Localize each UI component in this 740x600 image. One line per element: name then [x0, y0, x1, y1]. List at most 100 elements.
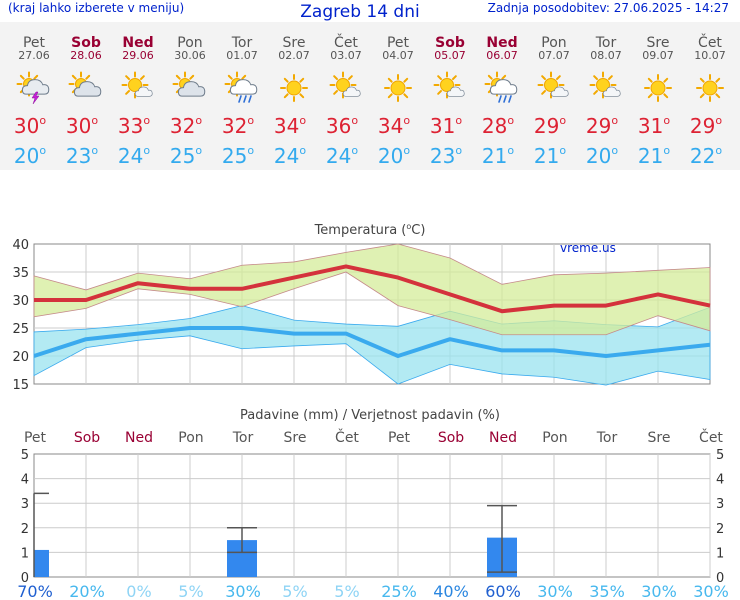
y-tick-label: 25	[12, 322, 29, 337]
day-date: 08.07	[590, 49, 622, 62]
min-temperature: 23o	[430, 144, 462, 168]
precipitation-day-name: Ned	[489, 430, 517, 446]
precipitation-chart: Padavine (mm) / Verjetnost padavin (%) P…	[17, 408, 729, 600]
min-temperature-line	[33, 326, 711, 358]
day-date: 06.07	[486, 49, 518, 62]
precipitation-day-name: Pet	[388, 430, 411, 446]
rain-probability: 25%	[381, 582, 417, 600]
location-hint[interactable]: (kraj lahko izberete v meniju)	[8, 1, 184, 15]
max-temperature: 29o	[690, 114, 722, 138]
max-temperature: 29o	[586, 114, 618, 138]
sun-icon	[280, 74, 308, 102]
day-date: 05.07	[434, 49, 466, 62]
rain-shower-icon	[224, 71, 258, 103]
day-name: Pet	[387, 35, 410, 51]
day-name: Ned	[486, 35, 517, 51]
min-temperature: 21o	[482, 144, 514, 168]
min-temperature: 20o	[14, 144, 46, 168]
min-temperature: 25o	[170, 144, 202, 168]
temperature-chart: Temperatura (oC) 15 20 25 30 35 40 vreme.us	[12, 222, 711, 393]
day-name: Sre	[647, 35, 670, 51]
max-temperature: 34o	[274, 114, 306, 138]
y-tick-label: 35	[12, 266, 29, 281]
partly-cloudy-icon	[172, 71, 206, 97]
sun-icon	[644, 74, 672, 102]
precipitation-day-name: Pet	[24, 430, 47, 446]
watermark[interactable]: vreme.us	[560, 241, 616, 255]
precipitation-day-name: Sob	[74, 430, 100, 446]
page-title: Zagreb 14 dni	[300, 2, 419, 22]
rain-probability: 5%	[334, 582, 359, 600]
precipitation-chart-title: Padavine (mm) / Verjetnost padavin (%)	[240, 408, 500, 423]
y-tick-label-right: 1	[716, 546, 724, 561]
max-temperature: 31o	[638, 114, 670, 138]
max-temperature-line	[34, 264, 711, 314]
min-temperature: 20o	[378, 144, 410, 168]
day-date: 07.07	[538, 49, 570, 62]
precipitation-day-name: Pon	[178, 430, 203, 446]
precipitation-day-name: Tor	[596, 430, 618, 446]
precipitation-day-name: Čet	[335, 428, 359, 446]
y-tick-label-left: 1	[21, 546, 29, 561]
y-tick-label: 20	[12, 350, 29, 365]
day-name: Tor	[595, 35, 617, 51]
day-date: 27.06	[18, 49, 50, 62]
min-temperature: 21o	[638, 144, 670, 168]
rain-probability: 20%	[69, 582, 105, 600]
max-temperature: 32o	[222, 114, 254, 138]
precipitation-bar	[34, 549, 49, 577]
y-tick-label-left: 2	[21, 522, 29, 537]
sun-icon	[696, 74, 724, 102]
rain-probability: 0%	[126, 582, 151, 600]
precipitation-day-name: Čet	[699, 428, 723, 446]
day-name: Pet	[23, 35, 46, 51]
day-name: Čet	[334, 33, 358, 51]
rain-probability: 70%	[17, 582, 53, 600]
min-temperature: 24o	[274, 144, 306, 168]
rain-shower-icon	[484, 71, 518, 103]
day-name: Ned	[122, 35, 153, 51]
precipitation-bars	[33, 492, 517, 577]
precipitation-day-name: Sre	[648, 430, 671, 446]
rain-probability: 30%	[693, 582, 729, 600]
min-temperature: 20o	[586, 144, 618, 168]
rain-probability: 35%	[589, 582, 625, 600]
temperature-chart-title: Temperatura (oC)	[314, 222, 426, 238]
y-tick-label: 40	[12, 238, 29, 253]
day-date: 29.06	[122, 49, 154, 62]
rain-probability: 60%	[485, 582, 521, 600]
sun-cloud-icon	[589, 71, 621, 99]
day-date: 09.07	[642, 49, 674, 62]
precipitation-day-name: Sob	[438, 430, 464, 446]
sun-cloud-icon	[329, 71, 361, 99]
precipitation-grid	[33, 453, 711, 578]
day-name: Sob	[435, 35, 465, 51]
day-forecast-columns: Pet27.0630o20oSob28.0630o23oNed29.0633o2…	[14, 33, 726, 168]
max-temperature: 30o	[66, 114, 98, 138]
y-tick-label: 30	[12, 294, 29, 309]
rain-probability: 5%	[282, 582, 307, 600]
y-tick-label-left: 4	[21, 473, 29, 488]
partly-cloudy-icon	[68, 71, 102, 97]
rain-probability: 40%	[433, 582, 469, 600]
y-tick-label-right: 5	[716, 448, 724, 463]
min-temperature: 23o	[66, 144, 98, 168]
max-temperature: 32o	[170, 114, 202, 138]
temperature-lines	[33, 264, 711, 358]
day-date: 03.07	[330, 49, 362, 62]
precipitation-probabilities: 70% 20% 0% 5% 30% 5% 5% 25% 40% 60% 30% 35% 30% 30%	[17, 582, 729, 600]
max-temperature: 28o	[482, 114, 514, 138]
sun-icon	[384, 74, 412, 102]
max-temperature: 33o	[118, 114, 150, 138]
